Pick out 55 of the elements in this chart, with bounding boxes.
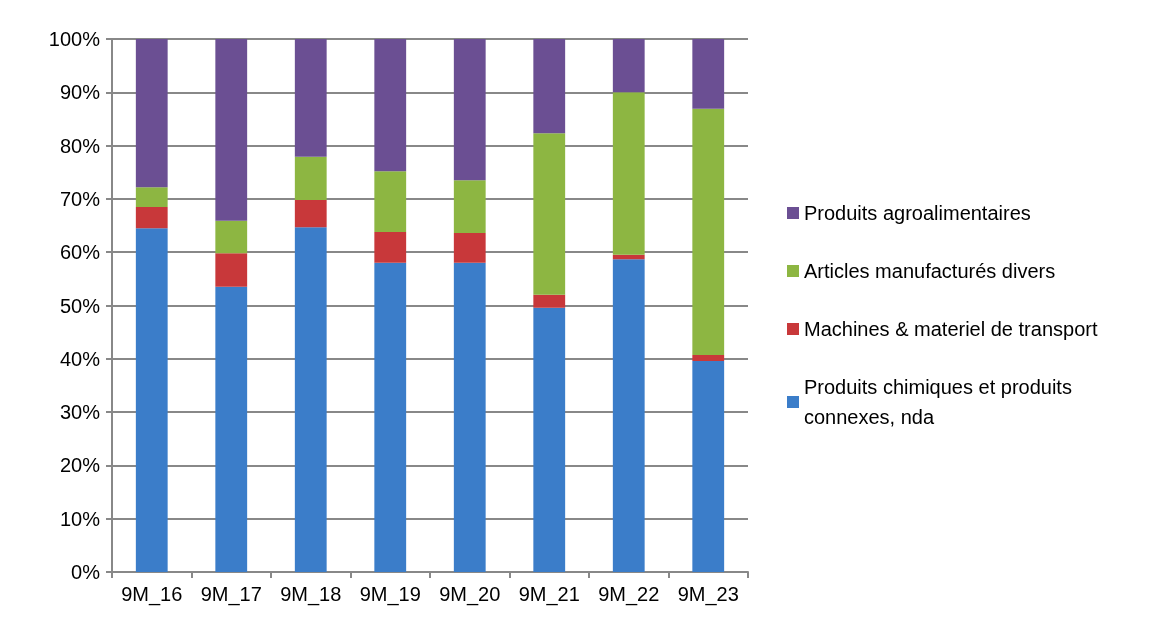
- y-tick-label: 10%: [59, 507, 101, 530]
- bar: [612, 39, 645, 93]
- x-tick-label: 9M_19: [359, 583, 421, 606]
- bar: [374, 39, 407, 172]
- y-tick-label: 40%: [59, 347, 101, 370]
- legend-label: Produits chimiques et produits connexes, nda: [804, 376, 1078, 428]
- x-tick-label: 9M_23: [677, 583, 739, 606]
- bar: [453, 39, 486, 181]
- bar: [215, 286, 248, 572]
- y-tick-label: 90%: [59, 81, 101, 104]
- legend-label: Articles manufacturés divers: [804, 260, 1056, 282]
- bar: [374, 171, 407, 232]
- legend-label: Machines & materiel de transport: [804, 318, 1098, 340]
- bar: [294, 156, 327, 200]
- bar: [294, 39, 327, 157]
- bar: [692, 360, 725, 572]
- y-tick-label: 20%: [59, 454, 101, 477]
- y-tick-label: 60%: [59, 241, 101, 264]
- bar: [374, 262, 407, 572]
- bar: [215, 39, 248, 221]
- legend-label: Produits agroalimentaires: [804, 202, 1031, 224]
- bar: [453, 180, 486, 234]
- bar: [692, 108, 725, 356]
- y-tick-label: 0%: [71, 561, 101, 583]
- bar: [135, 187, 168, 207]
- bar: [215, 253, 248, 287]
- bar: [453, 233, 486, 263]
- bar: [453, 262, 486, 572]
- bar: [612, 92, 645, 255]
- bar: [533, 39, 566, 134]
- bar: [692, 39, 725, 109]
- y-tick-label: 50%: [59, 294, 101, 317]
- bar: [612, 259, 645, 572]
- y-tick-label: 80%: [59, 134, 101, 157]
- y-tick-label: 30%: [59, 401, 101, 424]
- bar: [533, 133, 566, 295]
- bar: [135, 39, 168, 188]
- bar: [135, 228, 168, 572]
- bar: [294, 199, 327, 228]
- bar: [533, 307, 566, 572]
- bar: [533, 294, 566, 308]
- bar: [374, 231, 407, 263]
- x-tick-label: 9M_20: [439, 583, 501, 606]
- x-tick-label: 9M_22: [598, 583, 660, 606]
- bar: [215, 220, 248, 254]
- bar: [692, 355, 725, 361]
- bar: [612, 254, 645, 260]
- x-tick-label: 9M_16: [121, 583, 183, 606]
- bar: [135, 206, 168, 229]
- x-tick-label: 9M_18: [280, 583, 342, 606]
- y-tick-label: 100%: [48, 28, 101, 50]
- bar: [294, 227, 327, 572]
- y-tick-label: 70%: [59, 187, 101, 210]
- x-tick-label: 9M_17: [200, 583, 262, 606]
- x-tick-label: 9M_21: [518, 583, 580, 606]
